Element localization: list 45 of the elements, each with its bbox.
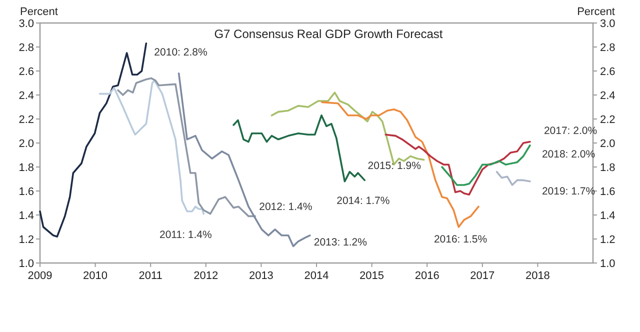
- x-tick-label: 2011: [138, 270, 162, 282]
- y2-axis-title: Percent: [577, 6, 615, 18]
- x-tick-label: 2013: [248, 270, 274, 282]
- y2-tick-label: 2.8: [600, 42, 616, 54]
- y-tick-label: 1.2: [18, 234, 34, 246]
- y-tick-label: 3.0: [18, 18, 34, 30]
- x-tick-label: 2014: [304, 270, 329, 282]
- x-tick-label: 2010: [83, 270, 108, 282]
- series-label: 2011: 1.4%: [160, 228, 212, 241]
- series-label: 2017: 2.0%: [544, 124, 598, 137]
- y2-tick-label: 2.6: [600, 66, 616, 78]
- y-tick-label: 2.6: [18, 66, 34, 78]
- x-tick-label: 2012: [194, 270, 218, 282]
- series-label: 2019: 1.7%: [542, 185, 596, 198]
- x-tick-label: 2018: [525, 270, 550, 282]
- series-label: 2018: 2.0%: [542, 148, 596, 160]
- y-tick-label: 1.6: [18, 186, 34, 198]
- y2-tick-label: 1.8: [600, 162, 616, 174]
- y-axis-title: Percent: [20, 6, 58, 18]
- series-label: 2014: 1.7%: [336, 195, 390, 208]
- series-label: 2012: 1.4%: [259, 201, 312, 214]
- y2-tick-label: 1.2: [600, 234, 616, 246]
- y-tick-label: 1.8: [18, 162, 34, 174]
- y2-tick-label: 1.0: [600, 258, 616, 270]
- y2-tick-label: 1.4: [600, 210, 616, 222]
- x-tick-label: 2016: [414, 270, 440, 282]
- chart-title: G7 Consensus Real GDP Growth Forecast: [214, 27, 444, 41]
- y2-tick-label: 2.0: [600, 138, 616, 150]
- x-tick-label: 2015: [360, 270, 384, 282]
- y-tick-label: 1.0: [18, 258, 34, 270]
- y2-tick-label: 3.0: [600, 18, 616, 30]
- x-tick-label: 2017: [470, 270, 495, 282]
- series-label: 2010: 2.8%: [154, 46, 208, 58]
- series-label: 2016: 1.5%: [434, 234, 488, 246]
- series-label: 2015: 1.9%: [368, 160, 421, 172]
- y-tick-label: 2.4: [18, 90, 34, 102]
- y-tick-label: 2.2: [18, 114, 34, 126]
- y2-tick-label: 2.2: [600, 114, 616, 126]
- x-tick-label: 2009: [28, 270, 52, 282]
- y-tick-label: 2.0: [18, 138, 34, 150]
- y2-tick-label: 1.6: [600, 186, 616, 198]
- series-label: 2013: 1.2%: [314, 236, 368, 248]
- y-tick-label: 1.4: [18, 210, 34, 222]
- y-tick-label: 2.8: [18, 42, 34, 54]
- y2-tick-label: 2.4: [600, 90, 616, 102]
